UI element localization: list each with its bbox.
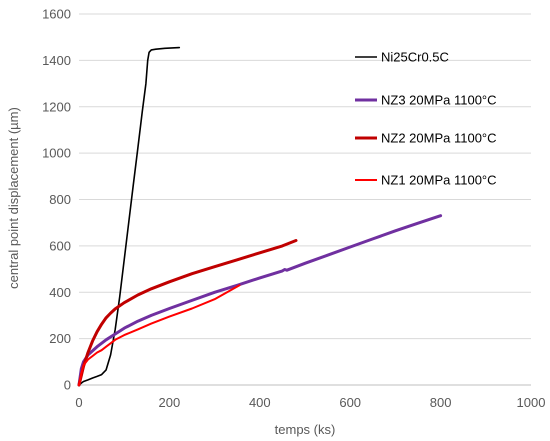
y-tick-label: 400 <box>49 285 71 300</box>
y-tick-label: 1000 <box>42 146 71 161</box>
legend-label: Ni25Cr0.5C <box>381 50 449 65</box>
y-tick-label: 800 <box>49 192 71 207</box>
x-tick-label: 200 <box>159 395 181 410</box>
x-tick-label: 800 <box>430 395 452 410</box>
x-axis-title: temps (ks) <box>275 422 336 437</box>
legend-label: NZ1 20MPa 1100°C <box>381 173 497 188</box>
y-tick-label: 1200 <box>42 99 71 114</box>
y-tick-label: 600 <box>49 238 71 253</box>
gridlines <box>79 13 531 340</box>
series-lines <box>77 46 443 387</box>
series-line-2 <box>77 239 298 387</box>
series-line-0 <box>78 46 181 386</box>
y-tick-label: 0 <box>64 378 71 393</box>
legend-label: NZ2 20MPa 1100°C <box>381 131 497 146</box>
series-line-1 <box>77 214 443 387</box>
x-tick-label: 400 <box>249 395 271 410</box>
y-tick-label: 1400 <box>42 53 71 68</box>
x-tick-label: 600 <box>339 395 361 410</box>
series-line-3 <box>78 284 241 386</box>
x-tick-label: 1000 <box>517 395 546 410</box>
legend-label: NZ3 20MPa 1100°C <box>381 93 497 108</box>
y-axis-title: central point displacement (µm) <box>6 107 21 289</box>
x-tick-labels: 0 200 400 600 800 1000 <box>75 395 545 410</box>
x-tick-label: 0 <box>75 395 82 410</box>
y-tick-label: 1600 <box>42 7 71 22</box>
y-tick-labels: 0 200 400 600 800 1000 1200 1400 1600 <box>42 7 71 393</box>
y-tick-label: 200 <box>49 331 71 346</box>
legend: Ni25Cr0.5C NZ3 20MPa 1100°C NZ2 20MPa 1100… <box>355 50 497 188</box>
